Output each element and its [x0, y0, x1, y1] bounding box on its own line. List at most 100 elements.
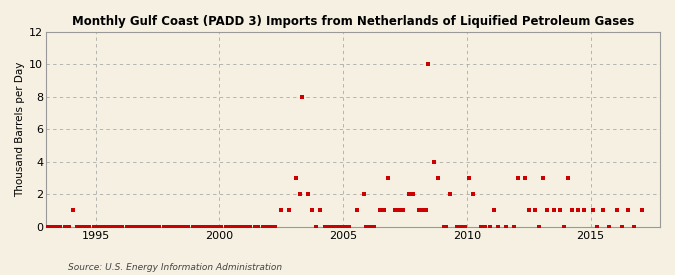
Point: [369, 224, 379, 229]
Point: [451, 224, 462, 229]
Point: [220, 224, 231, 229]
Point: [195, 224, 206, 229]
Point: [113, 224, 124, 229]
Point: [290, 176, 301, 180]
Point: [257, 224, 268, 229]
Point: [146, 224, 157, 229]
Point: [375, 208, 385, 213]
Point: [191, 224, 202, 229]
Point: [597, 208, 608, 213]
Point: [445, 192, 456, 196]
Point: [423, 62, 433, 67]
Point: [237, 224, 248, 229]
Point: [55, 224, 66, 229]
Point: [319, 224, 330, 229]
Point: [138, 224, 148, 229]
Point: [126, 224, 136, 229]
Point: [307, 208, 318, 213]
Point: [245, 224, 256, 229]
Text: Source: U.S. Energy Information Administration: Source: U.S. Energy Information Administ…: [68, 263, 281, 272]
Point: [352, 208, 363, 213]
Point: [493, 224, 504, 229]
Point: [68, 208, 78, 213]
Point: [208, 224, 219, 229]
Point: [519, 176, 530, 180]
Point: [311, 224, 322, 229]
Point: [335, 224, 346, 229]
Point: [616, 224, 627, 229]
Point: [408, 192, 418, 196]
Point: [63, 224, 74, 229]
Point: [637, 208, 647, 213]
Point: [628, 224, 639, 229]
Point: [228, 224, 239, 229]
Point: [331, 224, 342, 229]
Point: [302, 192, 313, 196]
Point: [158, 224, 169, 229]
Point: [562, 176, 573, 180]
Point: [398, 208, 408, 213]
Point: [513, 176, 524, 180]
Point: [612, 208, 623, 213]
Point: [216, 224, 227, 229]
Point: [379, 208, 390, 213]
Point: [460, 224, 470, 229]
Point: [269, 224, 280, 229]
Point: [456, 224, 466, 229]
Point: [212, 224, 223, 229]
Point: [484, 224, 495, 229]
Point: [420, 208, 431, 213]
Point: [404, 192, 414, 196]
Point: [360, 224, 371, 229]
Point: [224, 224, 235, 229]
Point: [241, 224, 252, 229]
Point: [567, 208, 578, 213]
Point: [622, 208, 633, 213]
Point: [80, 224, 90, 229]
Point: [171, 224, 182, 229]
Point: [130, 224, 140, 229]
Point: [150, 224, 161, 229]
Point: [323, 224, 334, 229]
Point: [480, 224, 491, 229]
Point: [418, 208, 429, 213]
Point: [523, 208, 534, 213]
Point: [101, 224, 111, 229]
Point: [441, 224, 452, 229]
Point: [47, 224, 57, 229]
Point: [294, 192, 305, 196]
Point: [84, 224, 95, 229]
Point: [175, 224, 186, 229]
Point: [358, 192, 369, 196]
Point: [587, 208, 598, 213]
Point: [88, 224, 99, 229]
Point: [394, 208, 404, 213]
Point: [249, 224, 260, 229]
Point: [501, 224, 512, 229]
Point: [179, 224, 190, 229]
Point: [573, 208, 584, 213]
Point: [59, 224, 70, 229]
Point: [429, 160, 439, 164]
Point: [509, 224, 520, 229]
Point: [167, 224, 178, 229]
Point: [261, 224, 272, 229]
Point: [97, 224, 107, 229]
Point: [117, 224, 128, 229]
Point: [204, 224, 215, 229]
Point: [604, 224, 615, 229]
Point: [92, 224, 103, 229]
Point: [76, 224, 86, 229]
Point: [232, 224, 243, 229]
Point: [72, 224, 82, 229]
Point: [538, 176, 549, 180]
Y-axis label: Thousand Barrels per Day: Thousand Barrels per Day: [15, 62, 25, 197]
Point: [296, 95, 307, 99]
Point: [265, 224, 276, 229]
Point: [284, 208, 295, 213]
Point: [315, 208, 326, 213]
Point: [591, 224, 602, 229]
Point: [579, 208, 590, 213]
Point: [383, 176, 394, 180]
Point: [542, 208, 553, 213]
